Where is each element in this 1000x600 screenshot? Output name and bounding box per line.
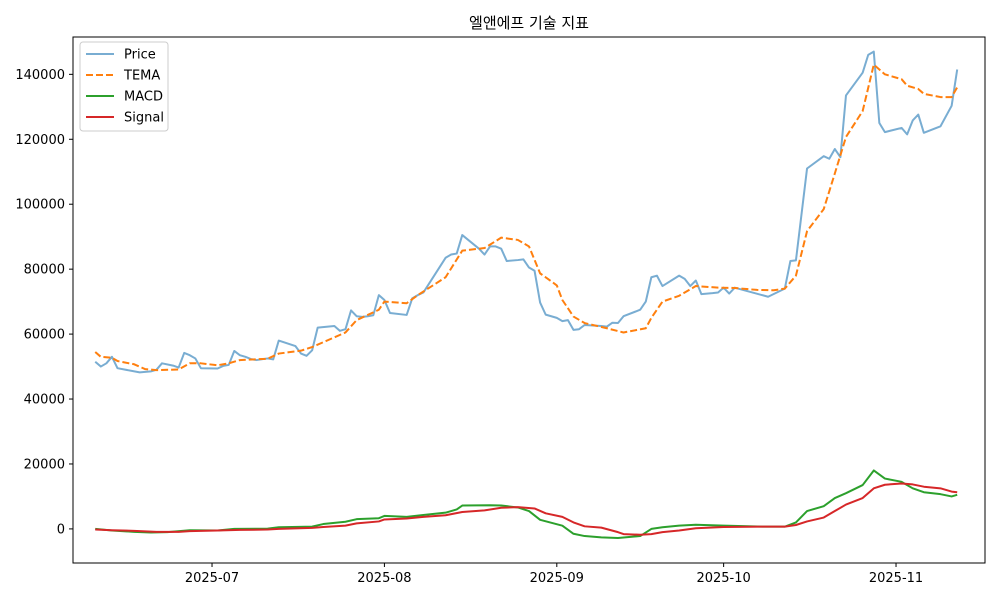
series-line-tema xyxy=(94,63,959,372)
axes-layer: 2025-07 2025-08 2025-09 2025-10 2025-11 0 2000… xyxy=(15,68,923,586)
legend-label-price: Price xyxy=(124,48,156,63)
x-tick-label: 2025-07 xyxy=(185,571,239,586)
y-tick-label: 0 xyxy=(57,522,65,537)
x-tick-label: 2025-09 xyxy=(530,571,584,586)
y-tick-label: 60000 xyxy=(24,328,65,343)
series-line-price xyxy=(94,50,959,374)
series-layer xyxy=(94,50,959,539)
series-line-signal xyxy=(95,482,958,536)
y-tick-label: 80000 xyxy=(24,263,65,278)
legend-box xyxy=(79,41,169,132)
legend-label-tema: TEMA xyxy=(123,69,160,84)
chart-title: 엘앤에프 기술 지표 xyxy=(469,14,589,32)
y-tick-label: 40000 xyxy=(24,393,65,408)
y-tick-label: 120000 xyxy=(15,133,65,148)
x-tick-label: 2025-10 xyxy=(696,571,750,586)
x-tick-label: 2025-08 xyxy=(357,571,411,586)
plot-frame xyxy=(72,36,986,564)
series-line-macd xyxy=(95,469,958,539)
y-tick-label: 20000 xyxy=(24,457,65,472)
legend: Price TEMA MACD Signal xyxy=(79,41,169,132)
y-tick-label: 100000 xyxy=(15,198,65,213)
legend-label-signal: Signal xyxy=(124,111,164,126)
x-tick-label: 2025-11 xyxy=(869,571,923,586)
legend-label-macd: MACD xyxy=(124,90,163,105)
plot-area xyxy=(73,37,985,563)
y-tick-label: 140000 xyxy=(15,68,65,83)
